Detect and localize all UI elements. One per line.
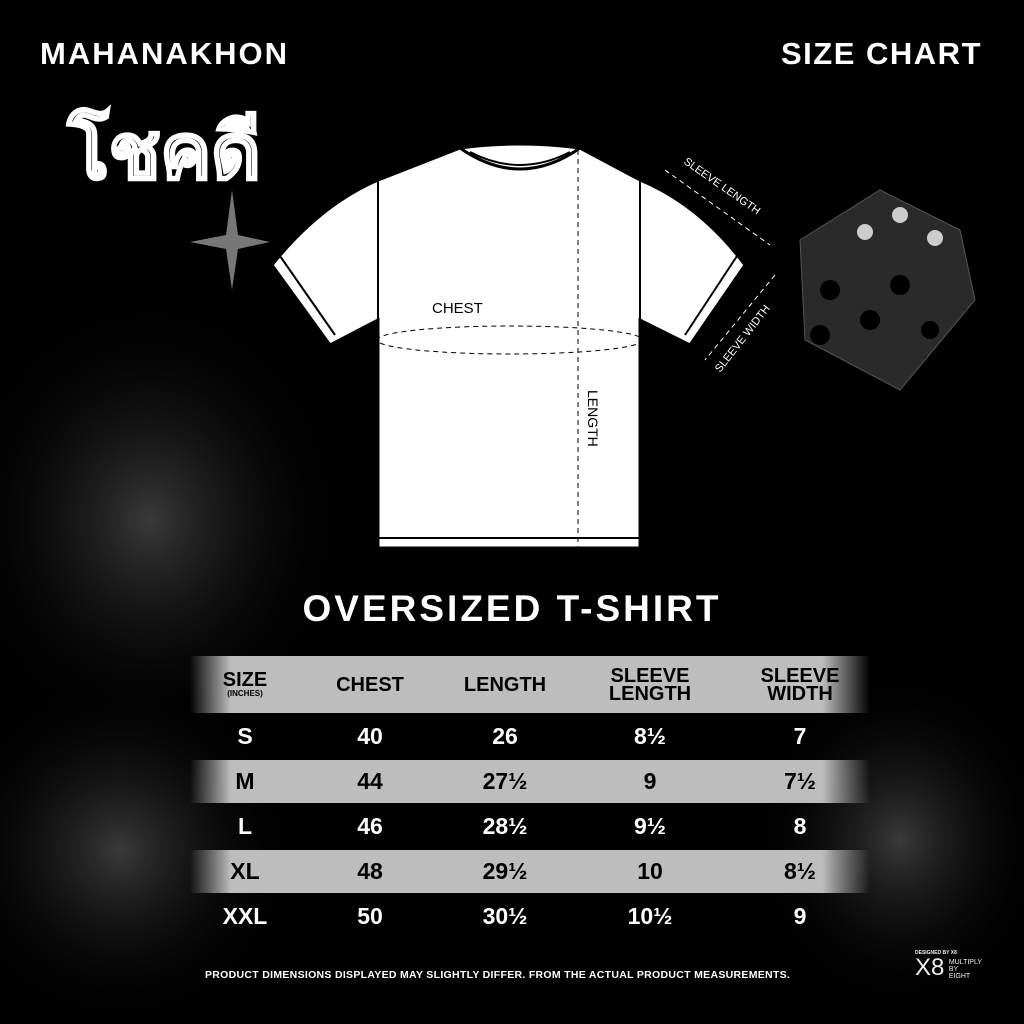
table-cell: 7	[793, 723, 807, 749]
lucky-cat-illustration	[750, 670, 1024, 1010]
table-cell: L	[237, 813, 253, 839]
header-length: LENGTH	[463, 673, 547, 696]
table-header: SIZE (INCHES) CHEST LENGTH SLEEVE LENGTH S…	[190, 656, 870, 713]
table-cell: 10	[637, 858, 663, 884]
header-unit: (INCHES)	[227, 688, 263, 698]
designer-logo: DESIGNED BY X8 X8 MULTIPLY BY EIGHT	[915, 950, 982, 980]
length-label: LENGTH	[585, 390, 601, 447]
logo-line: BY	[948, 966, 959, 973]
header-label: WIDTH	[767, 682, 833, 705]
table-row: M 44 27½ 9 7½	[190, 760, 870, 803]
table-cell: 28½	[482, 813, 528, 839]
brand-name: MAHANAKHON	[40, 36, 290, 71]
header-label: SLEEVE	[760, 664, 840, 687]
x8-mark: X8	[915, 954, 945, 981]
table-cell: 44	[357, 768, 383, 794]
table-cell: 9	[643, 768, 657, 794]
header-label: LENGTH	[608, 682, 692, 705]
table-cell: 9	[793, 903, 807, 929]
table-cell: M	[235, 768, 255, 794]
table-cell: 8½	[634, 723, 666, 749]
table-cell: 29½	[482, 858, 528, 884]
table-cell: 8	[793, 813, 807, 839]
table-cell: 46	[357, 813, 383, 839]
header-label: SIZE	[222, 668, 268, 691]
header-label: SLEEVE	[610, 664, 690, 687]
page-title: SIZE CHART	[781, 36, 982, 71]
dice-illustration	[799, 189, 976, 391]
table-cell: 30½	[482, 903, 528, 929]
sleeve-length-label: SLEEVE LENGTH	[681, 156, 762, 218]
tiger-paw-illustration	[0, 670, 300, 1024]
table-row: XL 48 29½ 10 8½	[190, 850, 870, 893]
thai-logo: โชคดี	[67, 106, 263, 198]
header-sleeve-width: SLEEVE WIDTH	[730, 664, 870, 705]
table-row: L 46 28½ 9½ 8	[190, 805, 870, 848]
table-cell: 26	[492, 723, 518, 749]
sparkle-icon	[190, 190, 270, 290]
table-cell: XXL	[222, 903, 268, 929]
size-table: SIZE (INCHES) CHEST LENGTH SLEEVE LENGTH S…	[190, 656, 870, 940]
table-cell: XL	[230, 858, 260, 884]
chest-label: CHEST	[432, 300, 483, 317]
tiger-illustration	[0, 290, 350, 750]
table-cell: 40	[357, 723, 383, 749]
table-row: XXL 50 30½ 10½ 9	[190, 895, 870, 938]
header-size: SIZE (INCHES)	[190, 668, 300, 699]
tshirt-diagram: CHEST LENGTH SLEEVE LENGTH SLEEVE WIDTH	[270, 142, 776, 550]
table-cell: 27½	[482, 768, 528, 794]
table-cell: 7½	[784, 768, 816, 794]
header-chest: CHEST	[336, 673, 404, 696]
table-cell: S	[237, 723, 253, 749]
table-cell: 50	[357, 903, 383, 929]
table-cell: 10½	[627, 903, 673, 929]
table-row: S 40 26 8½ 7	[190, 715, 870, 758]
designer-credit: DESIGNED BY X8	[915, 950, 957, 956]
logo-line: MULTIPLY	[948, 959, 983, 966]
product-name: OVERSIZED T-SHIRT	[302, 588, 722, 629]
table-cell: 48	[357, 858, 383, 884]
table-cell: 8½	[784, 858, 816, 884]
table-cell: 9½	[634, 813, 666, 839]
disclaimer-note: PRODUCT DIMENSIONS DISPLAYED MAY SLIGHTL…	[205, 969, 791, 981]
logo-line: EIGHT	[948, 973, 971, 980]
header-sleeve-length: SLEEVE LENGTH	[570, 664, 730, 705]
